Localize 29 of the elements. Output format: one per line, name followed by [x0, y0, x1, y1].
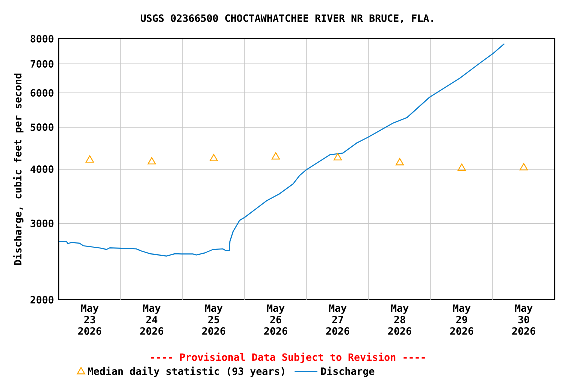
chart-title: USGS 02366500 CHOCTAWHATCHEE RIVER NR BRUCE, FLA. [141, 14, 434, 24]
point [458, 164, 466, 172]
text: ---- Provisional Data Subject to Revision ---- [150, 352, 425, 364]
legend-label: Median daily statistic (93 years) [88, 366, 284, 378]
x-tick-label: May 25 2026 [202, 304, 226, 336]
x-tick-label: May 26 2026 [264, 304, 288, 336]
x-tick-label: May 23 2026 [78, 304, 102, 336]
y-tick-label: 4000 [30, 166, 54, 174]
x-tick-label: May 27 2026 [326, 304, 350, 336]
y-tick-label: 3000 [30, 220, 54, 228]
point [148, 157, 156, 165]
point [520, 163, 528, 171]
x-tick-label: May 28 2026 [388, 304, 412, 336]
point [272, 152, 280, 160]
legend-label: Discharge [321, 366, 375, 378]
y-tick-label: 8000 [30, 35, 54, 43]
y-tick-label: 6000 [30, 89, 54, 97]
line-series [59, 43, 506, 257]
y-tick-label: 2000 [30, 296, 54, 304]
point [396, 158, 404, 166]
point [86, 156, 94, 163]
x-tick-label: May 30 2026 [512, 304, 536, 336]
x-tick-label: May 29 2026 [450, 304, 474, 336]
y-tick-label: 7000 [30, 60, 54, 68]
point [334, 153, 342, 161]
y-axis-title: Discharge, cubic feet per second [14, 74, 24, 266]
x-tick-label: May 24 2026 [140, 304, 164, 336]
y-tick-label: 5000 [30, 124, 54, 132]
point [210, 154, 218, 162]
